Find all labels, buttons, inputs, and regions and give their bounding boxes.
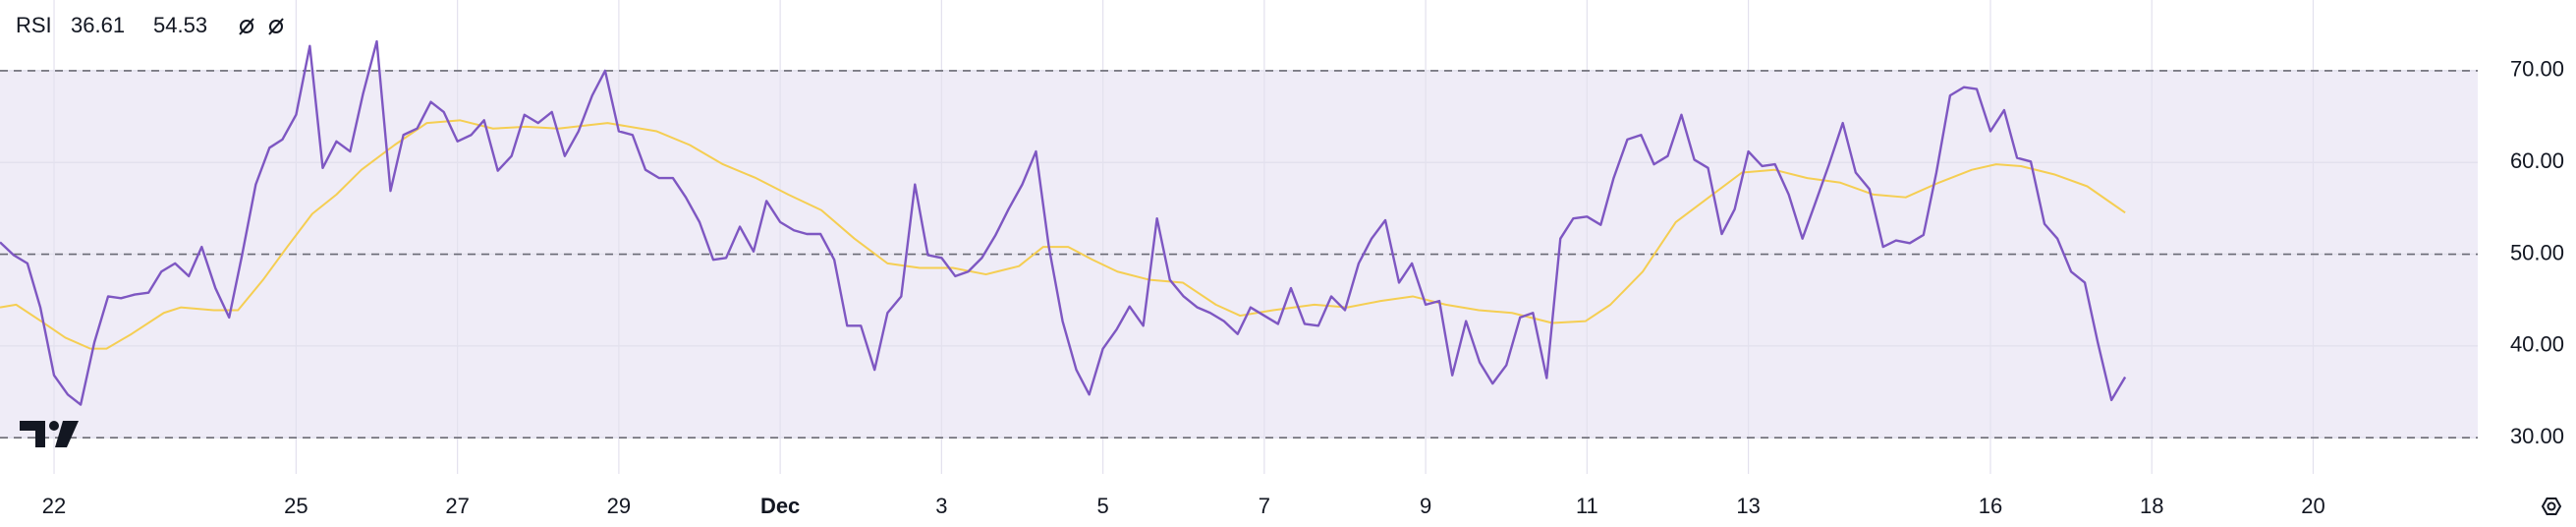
settings-button[interactable] bbox=[2541, 498, 2562, 515]
x-tick-label: 27 bbox=[445, 494, 469, 518]
legend-value: 54.53 bbox=[153, 13, 207, 37]
y-tick-label: 40.00 bbox=[2510, 332, 2564, 357]
plot-background bbox=[0, 0, 2478, 474]
hidden-value-icon bbox=[239, 18, 284, 35]
x-tick-label: 11 bbox=[1576, 494, 1598, 518]
y-tick-label: 70.00 bbox=[2510, 57, 2564, 82]
x-tick-label: 13 bbox=[1736, 494, 1760, 518]
x-tick-label: Dec bbox=[760, 494, 800, 518]
x-tick-label: 5 bbox=[1096, 494, 1108, 518]
x-tick-label: 20 bbox=[2301, 494, 2324, 518]
x-tick-label: 22 bbox=[42, 494, 66, 518]
x-tick-label: 18 bbox=[2140, 494, 2163, 518]
indicator-title: RSI bbox=[16, 13, 52, 37]
x-tick-label: 3 bbox=[935, 494, 947, 518]
plot-lines bbox=[0, 39, 2127, 406]
x-tick-label: 29 bbox=[607, 494, 631, 518]
x-tick-label: 16 bbox=[1979, 494, 2002, 518]
tradingview-logo bbox=[20, 421, 79, 447]
legend-value: 36.61 bbox=[71, 13, 125, 37]
y-tick-label: 50.00 bbox=[2510, 240, 2564, 264]
series-line bbox=[0, 119, 2126, 350]
series-line bbox=[0, 39, 2127, 406]
x-tick-label: 7 bbox=[1259, 494, 1270, 518]
axis-labels: 30.00 40.00 50.00 60.00 70.00 22 25 27 29 Dec 3 5 7 9… bbox=[42, 57, 2564, 518]
y-tick-label: 30.00 bbox=[2510, 424, 2564, 448]
x-tick-label: 9 bbox=[1420, 494, 1431, 518]
x-tick-label: 25 bbox=[284, 494, 308, 518]
y-tick-label: 60.00 bbox=[2510, 148, 2564, 173]
